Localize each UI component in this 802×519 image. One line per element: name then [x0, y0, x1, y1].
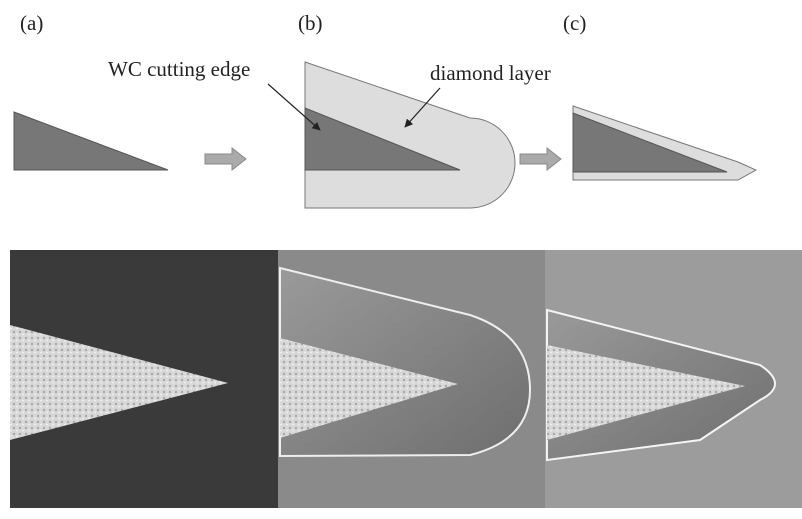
figure: (a) (b) (c) WC cutting edge diamond laye…: [0, 0, 802, 519]
annotation: diamond layer: [430, 61, 551, 85]
process-arrow: [520, 148, 561, 170]
wc-edge-shape: [573, 113, 727, 172]
photo-c: [545, 250, 802, 508]
panel-label: (c): [563, 11, 586, 35]
panel-label: (b): [298, 11, 323, 35]
photo-b: [278, 250, 545, 508]
process-arrow: [205, 148, 246, 170]
wc-edge-shape: [14, 112, 168, 170]
photo-a: [10, 250, 278, 508]
annotation: WC cutting edge: [108, 57, 250, 81]
panel-label: (a): [20, 11, 43, 35]
